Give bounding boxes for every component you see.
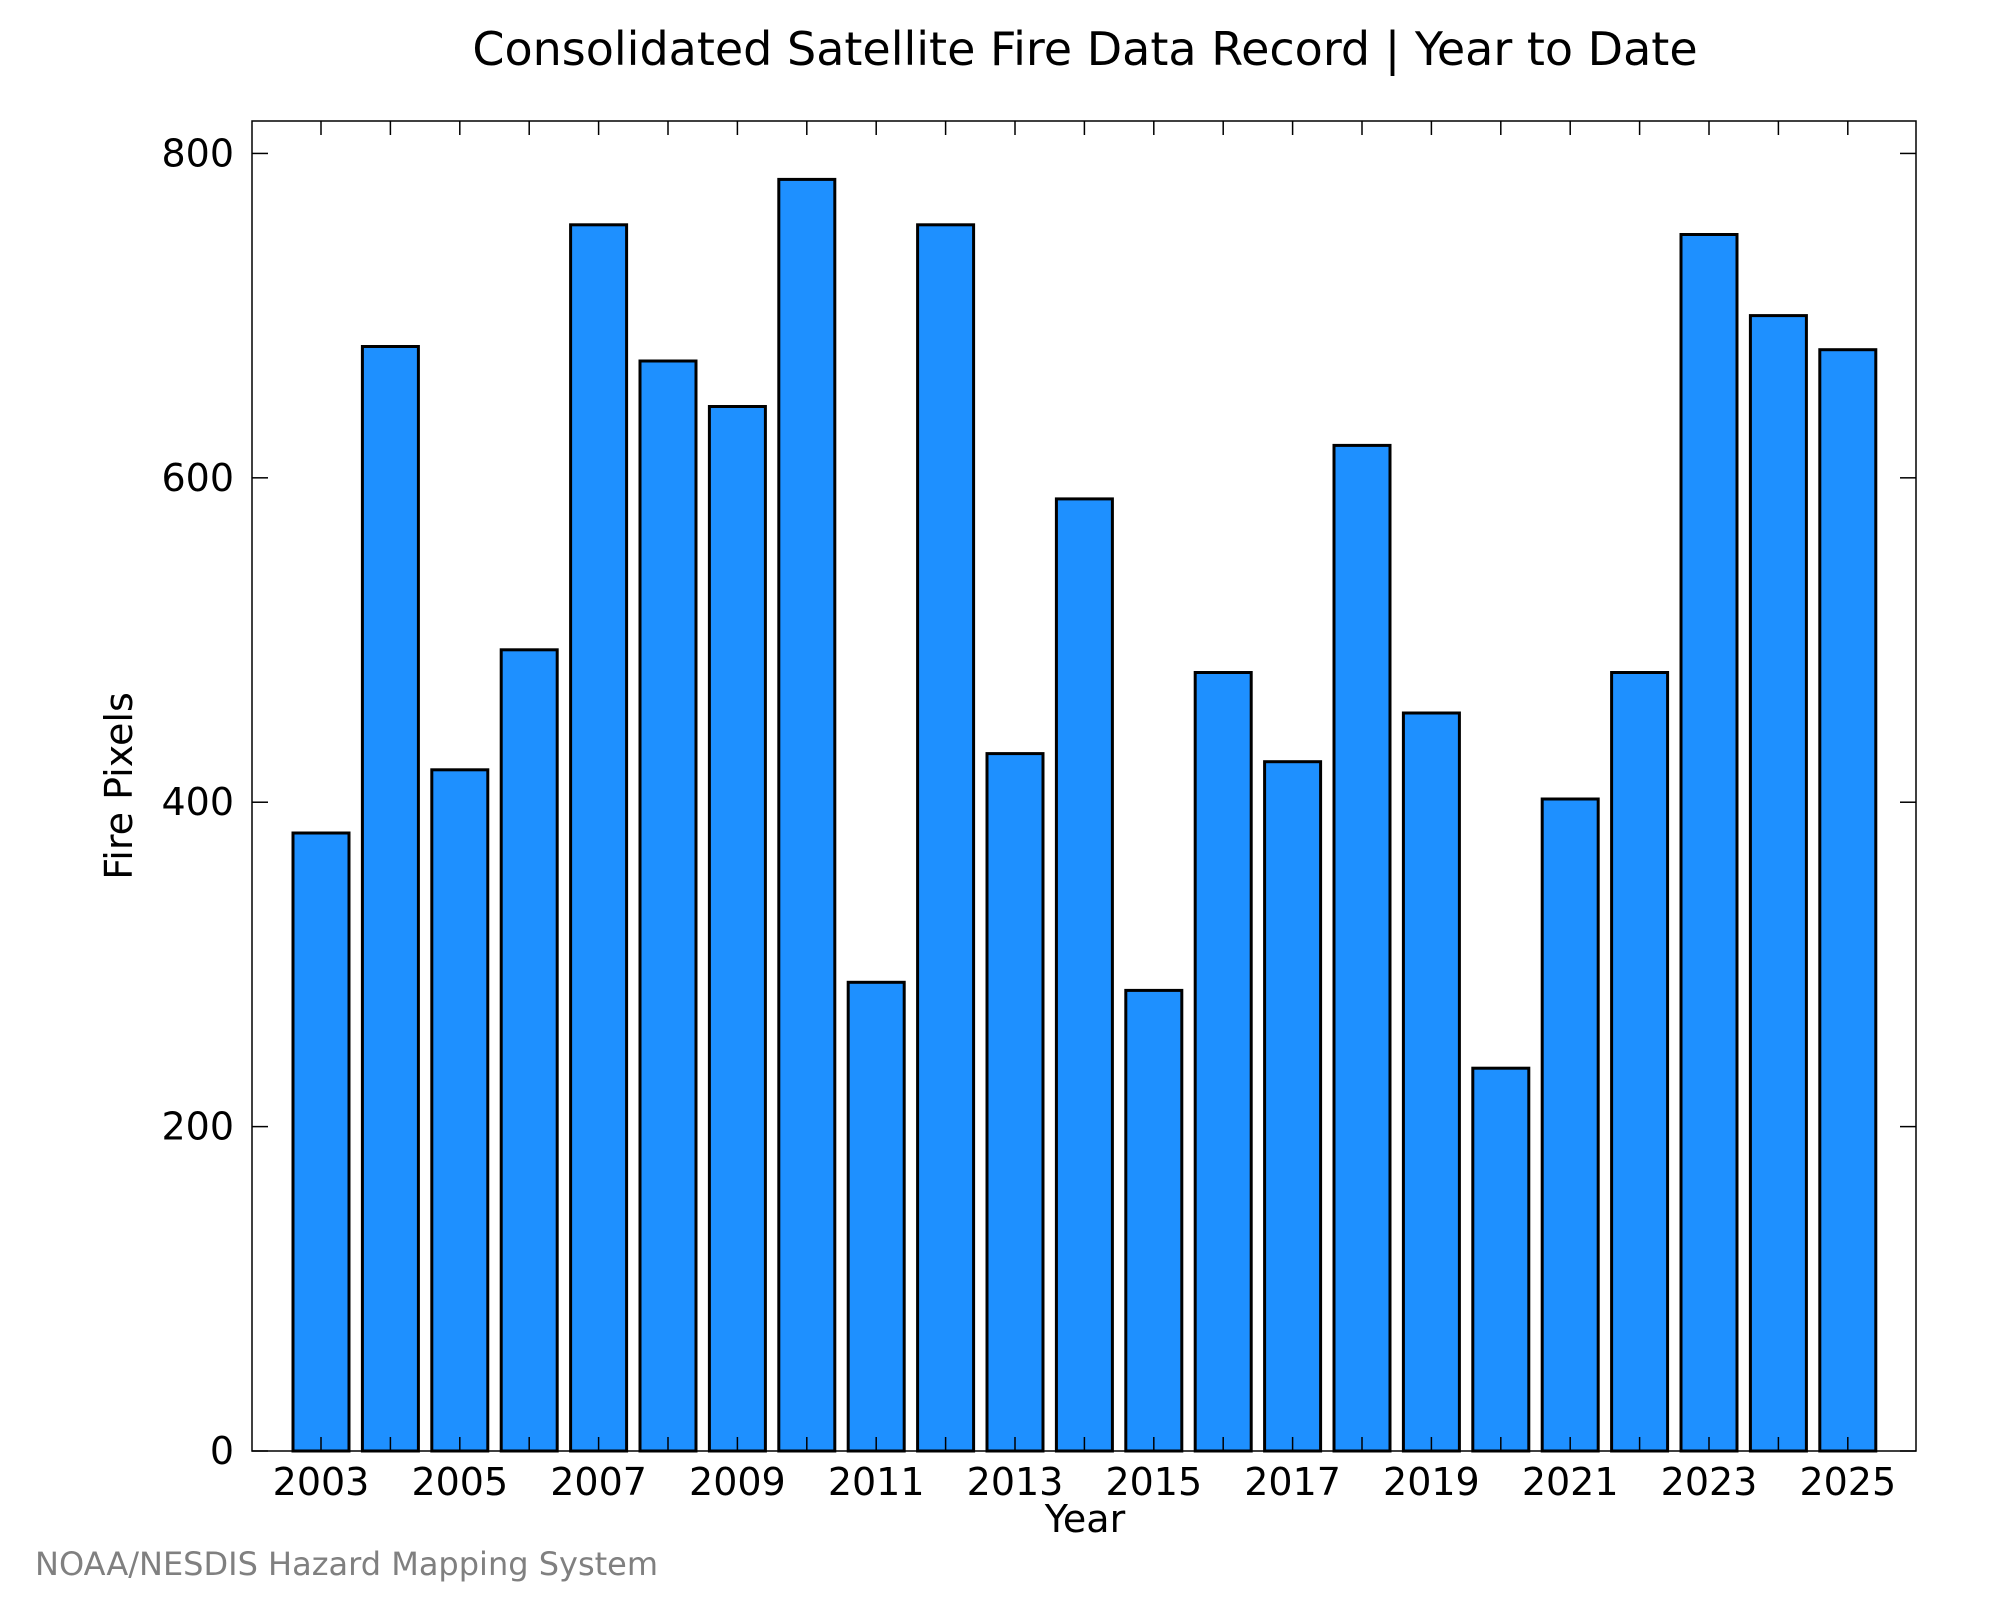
x-tick-label: 2019 — [1383, 1460, 1480, 1504]
y-tick-label: 600 — [161, 456, 234, 500]
bar-2015 — [1124, 988, 1184, 1453]
bar-2016 — [1193, 671, 1253, 1453]
x-tick-label: 2007 — [550, 1460, 647, 1504]
x-tick-label: 2005 — [411, 1460, 508, 1504]
bar-2005 — [430, 768, 490, 1453]
bar-2025 — [1818, 348, 1878, 1453]
bar-2021 — [1540, 797, 1600, 1453]
bars-group — [291, 177, 1878, 1453]
bar-2018 — [1332, 443, 1392, 1453]
x-tick-label: 2017 — [1244, 1460, 1341, 1504]
chart-title: Consolidated Satellite Fire Data Record … — [472, 22, 1697, 77]
x-axis-label: Year — [1044, 1497, 1126, 1541]
bar-2019 — [1401, 711, 1461, 1453]
bar-2006 — [499, 648, 559, 1453]
x-tick-label: 2003 — [273, 1460, 370, 1504]
y-tick-label: 800 — [161, 131, 234, 175]
bar-2004 — [360, 345, 420, 1453]
x-tick-label: 2011 — [828, 1460, 925, 1504]
x-tick-label: 2025 — [1799, 1460, 1896, 1504]
x-tick-label: 2023 — [1661, 1460, 1758, 1504]
bar-2020 — [1471, 1066, 1531, 1453]
x-tick-label: 2021 — [1522, 1460, 1619, 1504]
y-axis-label: Fire Pixels — [97, 692, 141, 880]
x-tick-label: 2009 — [689, 1460, 786, 1504]
bar-2008 — [638, 359, 698, 1453]
bar-2013 — [985, 752, 1045, 1453]
x-tick-label: 2013 — [967, 1460, 1064, 1504]
x-tick-label: 2015 — [1105, 1460, 1202, 1504]
y-tick-label: 200 — [161, 1105, 234, 1149]
bar-2014 — [1054, 497, 1114, 1453]
bar-2023 — [1679, 233, 1739, 1453]
bar-2003 — [291, 831, 351, 1453]
y-tick-label: 400 — [161, 780, 234, 824]
y-axis: 0 200 400 600 800 — [161, 131, 1916, 1473]
bar-2017 — [1263, 760, 1323, 1453]
bar-2012 — [916, 223, 976, 1453]
y-tick-label: 0 — [210, 1429, 234, 1473]
x-axis: 2003 2005 2007 2009 2011 2013 2015 2017 2019 2021… — [273, 121, 1896, 1504]
credit-text: NOAA/NESDIS Hazard Mapping System — [35, 1545, 658, 1583]
bar-2024 — [1748, 314, 1808, 1453]
bar-2010 — [777, 177, 837, 1453]
bar-2009 — [707, 405, 767, 1453]
bar-2011 — [846, 980, 906, 1453]
bar-2007 — [569, 223, 629, 1453]
bar-2022 — [1610, 671, 1670, 1453]
